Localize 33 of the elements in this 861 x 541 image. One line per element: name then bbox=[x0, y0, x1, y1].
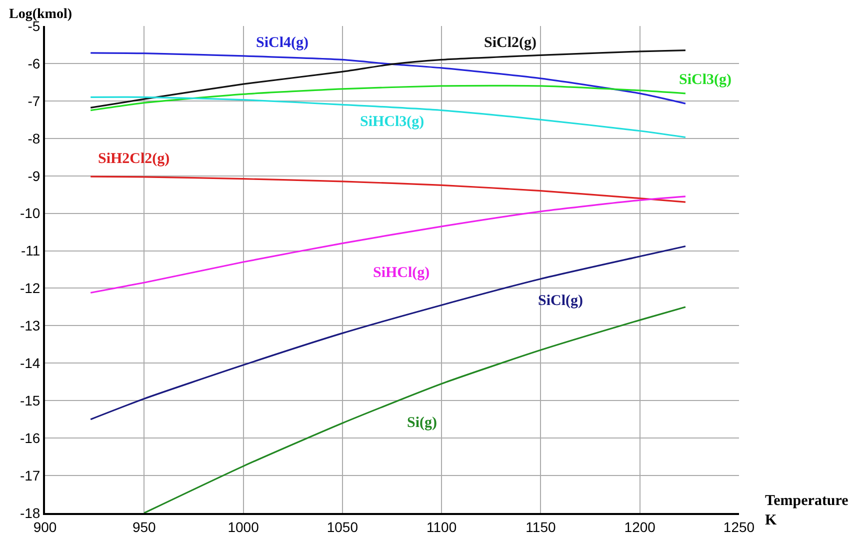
x-axis-title: Temperature K bbox=[765, 493, 849, 528]
x-tick-label: 1200 bbox=[624, 518, 656, 535]
y-tick-label: -13 bbox=[20, 318, 40, 334]
series-label: SiCl3(g) bbox=[679, 72, 732, 88]
x-tick-label: 950 bbox=[132, 518, 156, 535]
y-tick-label: -17 bbox=[20, 467, 40, 484]
y-tick-label: -16 bbox=[20, 430, 40, 446]
x-tick-label: 1100 bbox=[426, 518, 457, 535]
y-tick-label: -14 bbox=[20, 355, 40, 372]
series-label: SiHCl(g) bbox=[373, 265, 430, 281]
x-tick-label: 1250 bbox=[723, 518, 755, 535]
x-tick-label: 1000 bbox=[228, 518, 260, 535]
y-tick-label: -15 bbox=[20, 392, 40, 409]
line-series bbox=[90, 96, 686, 138]
series-label: Si(g) bbox=[407, 415, 438, 431]
x-tick-label: 900 bbox=[33, 518, 57, 535]
series-label: SiCl2(g) bbox=[484, 35, 537, 51]
y-tick-label: -10 bbox=[20, 205, 40, 222]
x-tick-label: 1050 bbox=[326, 518, 358, 535]
y-tick-label: -8 bbox=[28, 130, 40, 146]
series-label: SiH2Cl2(g) bbox=[98, 151, 170, 167]
line-series bbox=[90, 176, 686, 203]
y-tick-label: -12 bbox=[20, 280, 40, 296]
series-label: SiCl(g) bbox=[538, 293, 584, 309]
y-tick-label: -6 bbox=[28, 55, 40, 72]
y-tick-label: -7 bbox=[28, 92, 40, 109]
y-tick-label: -11 bbox=[20, 242, 40, 259]
x-tick-label: 1150 bbox=[526, 518, 556, 535]
y-tick-label: -9 bbox=[28, 168, 40, 184]
y-tick-label: -18 bbox=[20, 504, 40, 521]
series-label: SiHCl3(g) bbox=[360, 114, 424, 130]
line-series bbox=[90, 196, 686, 294]
series-label: SiCl4(g) bbox=[256, 35, 309, 51]
